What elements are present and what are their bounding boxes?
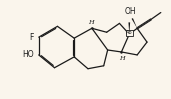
Text: H: H (120, 56, 125, 61)
Polygon shape (128, 22, 130, 34)
Polygon shape (131, 18, 137, 28)
Text: OH: OH (125, 7, 137, 16)
Text: H: H (88, 20, 93, 25)
Text: F: F (30, 33, 34, 42)
Text: HO: HO (22, 50, 34, 59)
Text: Ab: Ab (126, 30, 133, 35)
